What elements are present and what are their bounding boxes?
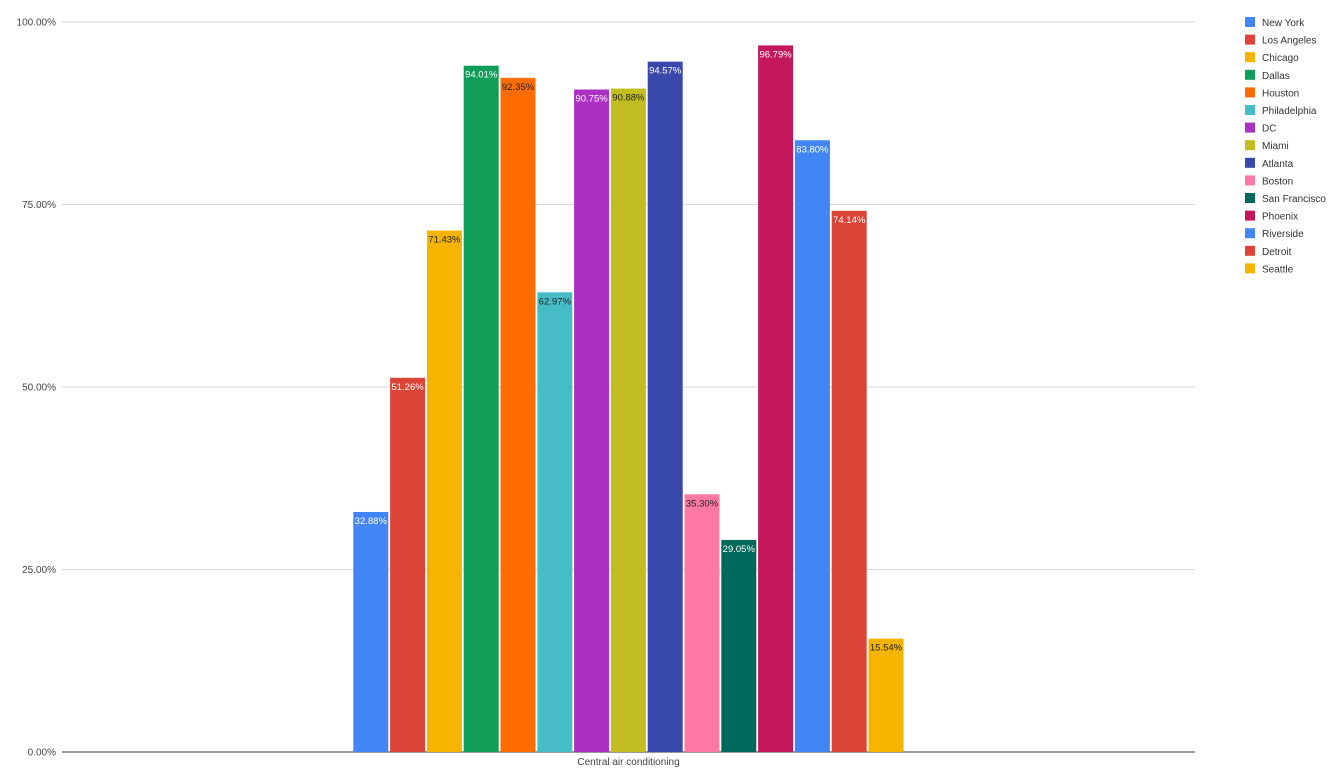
legend-swatch (1245, 193, 1255, 203)
legend-item: Los Angeles (1245, 34, 1317, 47)
legend-label: Los Angeles (1262, 36, 1317, 47)
legend-label: Houston (1262, 88, 1299, 99)
legend-item: Houston (1245, 87, 1299, 99)
legend-label: DC (1262, 124, 1276, 135)
bar-seattle (868, 638, 904, 752)
legend-label: San Francisco (1262, 194, 1326, 205)
legend-item: Atlanta (1245, 157, 1294, 170)
legend-item: Boston (1245, 175, 1293, 187)
data-labels: 32.88% 51.26% 71.43% 94.01% 92.35% 62.97% 90.7… (355, 49, 903, 653)
legend-item: Chicago (1245, 52, 1299, 64)
data-label: 51.26% (391, 382, 424, 393)
bar-riverside (794, 140, 830, 752)
bars (353, 45, 904, 753)
data-label: 29.05% (723, 544, 756, 555)
legend-swatch (1245, 17, 1255, 27)
bar-chicago (426, 230, 462, 752)
legend-label: New York (1262, 18, 1305, 29)
data-label: 74.14% (833, 215, 866, 226)
legend-label: Detroit (1262, 247, 1292, 258)
legend-item: Phoenix (1245, 210, 1298, 223)
y-tick-label: 0.00% (28, 748, 56, 759)
legend-swatch (1245, 228, 1255, 239)
x-category-label: Central air conditioning (577, 757, 679, 768)
y-tick-label: 50.00% (22, 383, 56, 394)
bar-dallas (463, 65, 499, 753)
bar-new-york (353, 511, 389, 752)
data-label: 94.57% (649, 66, 682, 77)
bar-atlanta (647, 61, 683, 753)
data-label: 71.43% (428, 235, 461, 246)
legend-swatch (1245, 69, 1255, 80)
legend-swatch (1245, 210, 1255, 221)
legend-label: Boston (1262, 176, 1293, 187)
data-label: 96.79% (759, 49, 792, 60)
legend-item: Detroit (1245, 245, 1292, 258)
legend-label: Phoenix (1262, 212, 1298, 223)
legend-item: DC (1245, 122, 1276, 135)
y-tick-label: 100.00% (17, 18, 57, 29)
legend-label: Atlanta (1262, 159, 1294, 170)
data-label: 15.54% (870, 643, 903, 654)
legend-item: Dallas (1245, 69, 1290, 82)
data-label: 32.88% (355, 516, 388, 527)
legend-label: Riverside (1262, 229, 1304, 240)
legend-swatch (1245, 122, 1255, 133)
legend-item: Seattle (1245, 263, 1294, 275)
bar-los-angeles (390, 377, 426, 752)
legend-item: Philadelphia (1245, 105, 1317, 117)
data-label: 62.97% (539, 296, 572, 307)
data-label: 92.35% (502, 82, 535, 93)
legend-label: Seattle (1262, 264, 1294, 275)
legend-swatch (1245, 140, 1255, 151)
bar-dc (574, 89, 610, 752)
y-tick-label: 25.00% (22, 565, 56, 576)
legend-swatch (1245, 175, 1255, 186)
legend-swatch (1245, 87, 1255, 98)
y-tick-label: 75.00% (22, 200, 56, 211)
data-label: 90.75% (575, 94, 608, 105)
legend-swatch (1245, 245, 1255, 256)
bar-philadelphia (537, 292, 573, 752)
bar-houston (500, 77, 536, 753)
data-label: 94.01% (465, 70, 498, 81)
bar-detroit (831, 210, 867, 752)
legend-label: Philadelphia (1262, 106, 1317, 117)
legend-label: Chicago (1262, 53, 1299, 64)
data-label: 35.30% (686, 498, 719, 509)
data-label: 83.80% (796, 144, 829, 155)
bar-san-francisco (721, 539, 757, 752)
legend-item: San Francisco (1245, 193, 1326, 205)
legend-item: Miami (1245, 140, 1289, 152)
bar-phoenix (758, 45, 794, 753)
legend-swatch (1245, 105, 1255, 115)
legend-swatch (1245, 34, 1255, 45)
legend: New York Los Angeles Chicago Dallas Houston P… (1245, 17, 1326, 275)
legend-item: New York (1245, 17, 1305, 29)
legend-label: Miami (1262, 141, 1289, 152)
legend-swatch (1245, 263, 1255, 274)
legend-label: Dallas (1262, 71, 1290, 82)
legend-swatch (1245, 157, 1255, 168)
bar-miami (610, 88, 646, 753)
bar-boston (684, 494, 720, 752)
data-label: 90.88% (612, 93, 645, 104)
legend-swatch (1245, 52, 1255, 63)
legend-item: Riverside (1245, 228, 1304, 240)
x-axis: Central air conditioning (577, 757, 679, 768)
